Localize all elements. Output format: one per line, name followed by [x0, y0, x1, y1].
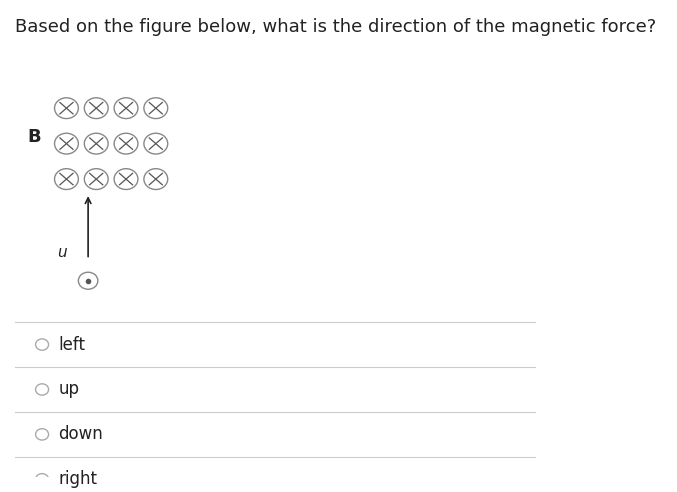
Text: up: up — [58, 380, 79, 399]
Text: down: down — [58, 426, 103, 443]
Text: B: B — [27, 127, 41, 146]
Text: right: right — [58, 470, 97, 488]
Text: u: u — [57, 245, 66, 260]
Text: Based on the figure below, what is the direction of the magnetic force?: Based on the figure below, what is the d… — [15, 18, 656, 36]
Text: left: left — [58, 336, 85, 354]
